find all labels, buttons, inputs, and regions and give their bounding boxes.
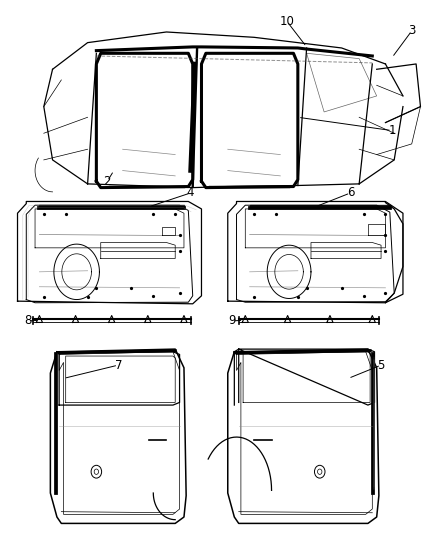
Text: 2: 2 [103,175,111,188]
Text: 9: 9 [228,314,236,327]
Text: 3: 3 [408,25,415,37]
Text: 1: 1 [388,124,396,137]
Text: 5: 5 [378,359,385,372]
Text: 6: 6 [346,187,354,199]
Text: 4: 4 [187,187,194,199]
Text: 10: 10 [279,15,294,28]
Text: 7: 7 [114,359,122,372]
Text: 8: 8 [24,314,31,327]
